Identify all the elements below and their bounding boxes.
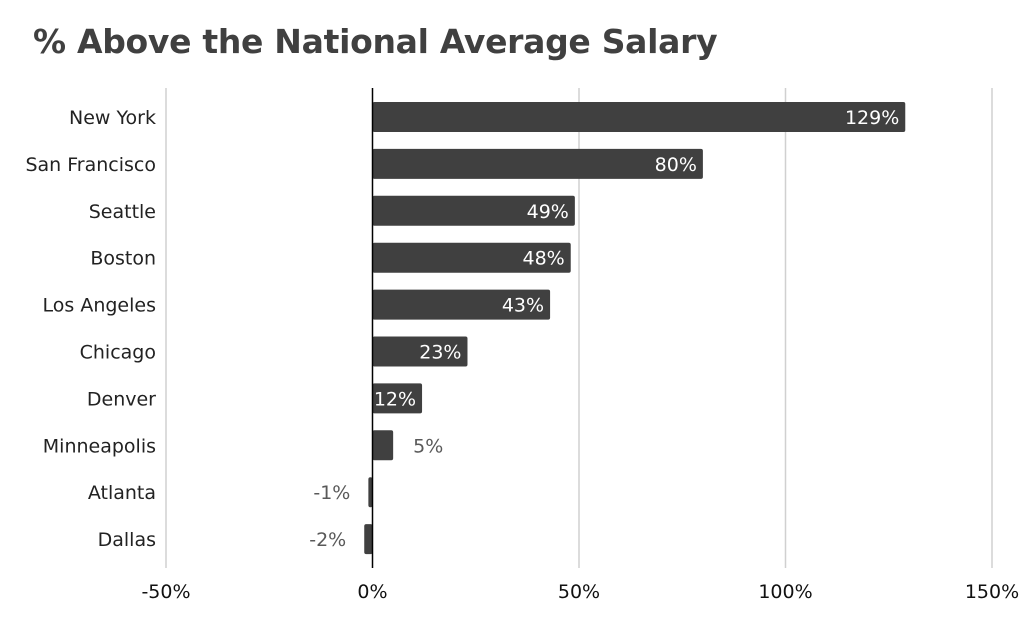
x-tick-label: 150% bbox=[965, 581, 1019, 603]
bar bbox=[372, 242, 571, 273]
category-label: Atlanta bbox=[88, 482, 156, 504]
bar bbox=[368, 477, 373, 508]
bar bbox=[372, 336, 468, 367]
bar bbox=[372, 430, 394, 461]
chart-title: % Above the National Average Salary bbox=[33, 22, 718, 61]
category-label: Seattle bbox=[89, 201, 156, 223]
bar bbox=[364, 524, 373, 555]
data-label: 80% bbox=[655, 154, 697, 176]
category-label: Los Angeles bbox=[43, 295, 156, 317]
x-tick-label: -50% bbox=[141, 581, 190, 603]
data-label: 12% bbox=[374, 388, 416, 410]
data-label: 129% bbox=[845, 107, 899, 129]
category-label: New York bbox=[69, 107, 156, 129]
category-label: Boston bbox=[90, 248, 156, 270]
bar bbox=[372, 102, 906, 132]
category-label: Chicago bbox=[80, 342, 156, 364]
data-label: 5% bbox=[413, 435, 443, 457]
category-labels: New York San Francisco Seattle Boston Los An… bbox=[25, 107, 156, 551]
x-tick-label: 100% bbox=[758, 581, 812, 603]
data-label: 49% bbox=[527, 201, 569, 223]
bar bbox=[372, 289, 551, 320]
data-label: -1% bbox=[313, 482, 350, 504]
category-label: Dallas bbox=[98, 529, 156, 551]
bar bbox=[372, 195, 575, 226]
x-tick-labels: -50% 0% 50% 100% 150% bbox=[141, 581, 1019, 603]
x-tick-label: 0% bbox=[357, 581, 387, 603]
data-label: -2% bbox=[309, 529, 346, 551]
category-label: Denver bbox=[87, 388, 156, 410]
data-label: 23% bbox=[419, 342, 461, 364]
data-label: 48% bbox=[523, 248, 565, 270]
bar bbox=[372, 383, 423, 414]
category-label: Minneapolis bbox=[43, 435, 156, 457]
data-label: 43% bbox=[502, 295, 544, 317]
category-label: San Francisco bbox=[25, 154, 156, 176]
bar bbox=[372, 148, 703, 179]
data-labels: 129% 80% 49% 48% 43% 23% 12% 5% -1% -2% bbox=[309, 107, 899, 551]
x-tick-label: 50% bbox=[558, 581, 600, 603]
bars bbox=[364, 102, 906, 555]
